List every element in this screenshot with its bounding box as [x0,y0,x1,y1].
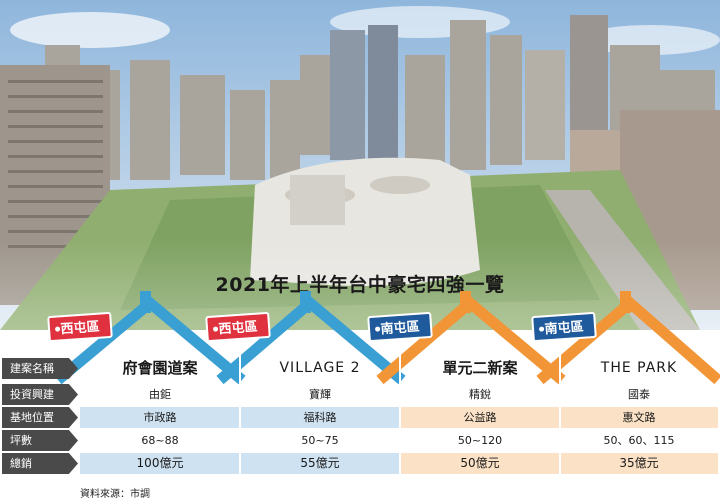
district-tag: 西屯區 [47,311,113,343]
project-name: 府會園道案 [122,359,198,377]
chimney-icon [460,291,471,313]
chimney-icon [140,291,151,313]
location-cell: 市政路 [143,411,177,424]
district-tag: 南屯區 [531,311,597,343]
location-cell: 福科路 [303,411,337,424]
total-cell: 55億元 [300,456,340,470]
project-name: 單元二新案 [442,359,518,377]
location-cell: 公益路 [463,411,497,424]
developer-cell: 由鉅 [149,388,171,401]
source-note: 資料來源：市調 [80,489,150,500]
total-cell: 35億元 [619,456,659,470]
developer-cell: 國泰 [628,388,650,401]
developer-cell: 精銳 [469,388,491,401]
district-tag: 西屯區 [205,311,271,343]
total-cell: 50億元 [460,456,500,470]
district-label: 南屯區 [380,319,421,338]
project-name: VILLAGE 2 [279,360,361,376]
size-cell: 50、60、115 [603,434,675,447]
chimney-icon [300,291,311,313]
size-cell: 50~120 [457,434,503,447]
district-tag: 南屯區 [367,311,433,343]
district-label: 南屯區 [544,319,585,338]
district-label: 西屯區 [218,319,259,338]
row-label-location: 基地位置 [2,407,78,428]
row-label-developer: 投資興建 [2,384,78,405]
size-cell: 68~88 [141,434,179,447]
row-label-total: 總銷 [2,453,78,474]
location-cell: 惠文路 [622,411,656,424]
total-cell: 100億元 [136,456,184,470]
row-label-name: 建案名稱 [2,358,78,379]
developer-cell: 寶輝 [309,388,331,401]
project-name: THE PARK [600,360,678,376]
page-title: 2021年上半年台中豪宅四強一覽 [215,274,505,296]
size-cell: 50~75 [301,434,339,447]
chimney-icon [620,291,631,313]
district-label: 西屯區 [60,319,101,338]
row-label-size: 坪數 [2,430,78,451]
